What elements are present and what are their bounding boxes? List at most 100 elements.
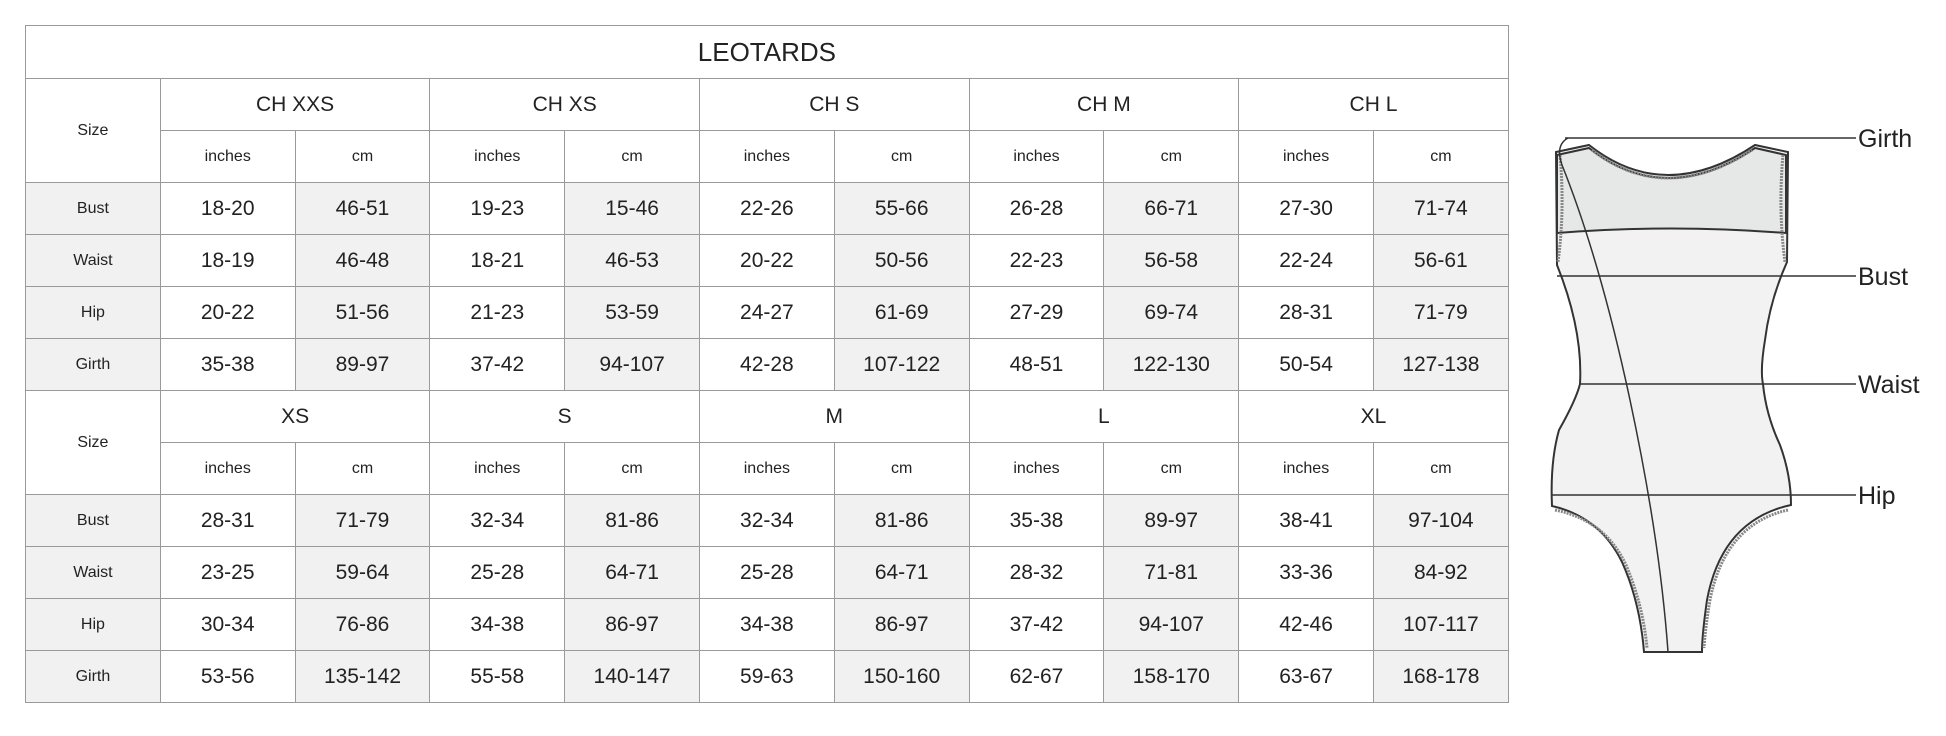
size-column-header: Size — [25, 78, 161, 183]
leg-trim — [1554, 508, 1789, 649]
measurement-label: Girth — [25, 650, 161, 703]
inches-value: 33-36 — [1238, 546, 1374, 599]
inches-value: 30-34 — [159, 598, 296, 651]
cm-value: 50-56 — [833, 234, 970, 287]
cm-header: cm — [1372, 442, 1509, 495]
cm-value: 89-97 — [294, 338, 431, 391]
inches-header: inches — [1238, 130, 1374, 183]
table-row: Hip 20-22 51-56 21-23 53-59 24-27 61-69 27-29 69… — [25, 286, 1509, 339]
size-column-header: Size — [25, 390, 161, 495]
inches-value: 32-34 — [429, 494, 566, 547]
measurement-label: Hip — [25, 286, 161, 339]
cm-value: 107-117 — [1372, 598, 1509, 651]
cm-value: 59-64 — [294, 546, 431, 599]
cm-value: 64-71 — [833, 546, 970, 599]
size-name-header: CH L — [1238, 78, 1509, 131]
measurement-label: Bust — [25, 182, 161, 235]
cm-value: 69-74 — [1103, 286, 1240, 339]
cm-value: 46-53 — [564, 234, 700, 287]
inches-value: 38-41 — [1238, 494, 1374, 547]
inches-value: 24-27 — [698, 286, 835, 339]
cm-value: 51-56 — [294, 286, 431, 339]
inches-header: inches — [968, 442, 1105, 495]
bust-label: Bust — [1858, 263, 1908, 291]
cm-value: 140-147 — [564, 650, 700, 703]
chart-title: LEOTARDS — [25, 25, 1509, 79]
unit-header-row: inches cm inches cm inches cm inches cm inches cm — [26, 442, 1509, 495]
cm-value: 71-79 — [1372, 286, 1509, 339]
inches-value: 25-28 — [698, 546, 835, 599]
cm-value: 46-51 — [294, 182, 431, 235]
size-name-header: XS — [159, 390, 431, 443]
inches-value: 28-32 — [968, 546, 1105, 599]
cm-value: 71-79 — [294, 494, 431, 547]
table-row: Waist 23-25 59-64 25-28 64-71 25-28 64-71 28-32… — [25, 546, 1509, 599]
inches-value: 35-38 — [968, 494, 1105, 547]
cm-value: 107-122 — [833, 338, 970, 391]
waist-label: Waist — [1858, 371, 1920, 399]
cm-value: 46-48 — [294, 234, 431, 287]
cm-header: cm — [1103, 442, 1240, 495]
inches-value: 19-23 — [429, 182, 566, 235]
inches-value: 62-67 — [968, 650, 1105, 703]
cm-value: 97-104 — [1372, 494, 1509, 547]
measurement-label: Girth — [25, 338, 161, 391]
cm-value: 86-97 — [564, 598, 700, 651]
inches-value: 42-46 — [1238, 598, 1374, 651]
cm-value: 64-71 — [564, 546, 700, 599]
cm-value: 84-92 — [1372, 546, 1509, 599]
inches-value: 55-58 — [429, 650, 566, 703]
girth-label: Girth — [1858, 125, 1912, 153]
cm-value: 15-46 — [564, 182, 700, 235]
cm-value: 94-107 — [1103, 598, 1240, 651]
inches-value: 37-42 — [429, 338, 566, 391]
cm-value: 86-97 — [833, 598, 970, 651]
table-row: Bust 18-20 46-51 19-23 15-46 22-26 55-66 26-28 6… — [25, 182, 1509, 235]
armhole-trim — [1556, 154, 1787, 263]
inches-value: 63-67 — [1238, 650, 1374, 703]
cm-header: cm — [564, 130, 700, 183]
size-name-header: L — [968, 390, 1240, 443]
inches-value: 59-63 — [698, 650, 835, 703]
neckline-trim — [1591, 148, 1753, 180]
cm-value: 61-69 — [833, 286, 970, 339]
cm-value: 81-86 — [833, 494, 970, 547]
inches-value: 37-42 — [968, 598, 1105, 651]
inches-header: inches — [159, 442, 296, 495]
inches-header: inches — [159, 130, 296, 183]
cm-value: 56-61 — [1372, 234, 1509, 287]
inches-value: 27-29 — [968, 286, 1105, 339]
leotard-yoke — [1556, 146, 1787, 235]
unit-header-row: inches cm inches cm inches cm inches cm inches cm — [26, 130, 1509, 183]
inches-header: inches — [968, 130, 1105, 183]
cm-header: cm — [833, 130, 970, 183]
cm-value: 66-71 — [1103, 182, 1240, 235]
inches-value: 26-28 — [968, 182, 1105, 235]
inches-value: 18-20 — [159, 182, 296, 235]
inches-value: 34-38 — [698, 598, 835, 651]
cm-value: 135-142 — [294, 650, 431, 703]
cm-value: 55-66 — [833, 182, 970, 235]
cm-value: 71-81 — [1103, 546, 1240, 599]
inches-value: 28-31 — [159, 494, 296, 547]
hip-label: Hip — [1858, 482, 1896, 510]
girth-measure-line — [1558, 137, 1669, 653]
inches-value: 23-25 — [159, 546, 296, 599]
inches-value: 25-28 — [429, 546, 566, 599]
inches-value: 34-38 — [429, 598, 566, 651]
inches-value: 27-30 — [1238, 182, 1374, 235]
cm-value: 81-86 — [564, 494, 700, 547]
cm-value: 168-178 — [1372, 650, 1509, 703]
size-header-row: Size CH XXS CH XS CH S CH M CH L — [25, 78, 1509, 183]
size-name-header: M — [698, 390, 970, 443]
table-row: Hip 30-34 76-86 34-38 86-97 34-38 86-97 37-42 94… — [25, 598, 1509, 651]
table-row: Girth 53-56 135-142 55-58 140-147 59-63 150-16… — [25, 650, 1509, 703]
cm-value: 89-97 — [1103, 494, 1240, 547]
title-row: LEOTARDS — [25, 25, 1509, 79]
inches-value: 28-31 — [1238, 286, 1374, 339]
measurement-label: Hip — [25, 598, 161, 651]
cm-header: cm — [294, 130, 431, 183]
inches-value: 22-26 — [698, 182, 835, 235]
size-header-row: Size XS S M L XL — [25, 390, 1509, 495]
